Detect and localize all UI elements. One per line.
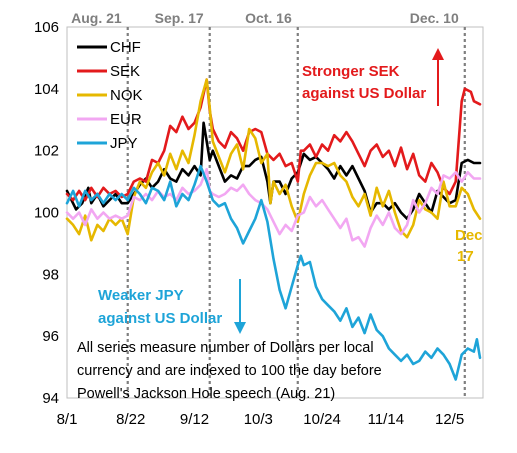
y-tick-label-106: 106 [34, 19, 59, 36]
legend-label-nok: NOK [110, 87, 143, 104]
weaker-jpy-arrowhead [234, 322, 246, 334]
y-tick-label-104: 104 [34, 81, 59, 98]
y-tick-label-102: 102 [34, 143, 59, 160]
x-tick-label-8-22: 8/22 [116, 411, 145, 428]
note-line1: All series measure number of Dollars per… [77, 340, 374, 356]
x-tick-label-11-14: 11/14 [368, 411, 404, 428]
x-tick-label-12-5: 12/5 [435, 411, 464, 428]
legend-label-jpy: JPY [110, 135, 138, 152]
y-tick-label-98: 98 [42, 266, 59, 283]
annotation-stronger-sek: Stronger SEK against US Dollar [302, 48, 444, 106]
legend-label-sek: SEK [110, 63, 140, 80]
series-line-nok [65, 78, 482, 242]
event-label-dec-10: Dec. 10 [410, 10, 459, 26]
legend-label-eur: EUR [110, 111, 142, 128]
legend: CHF SEK NOK EUR JPY [77, 39, 143, 152]
series-lines [65, 78, 482, 381]
series-line-jpy [65, 164, 482, 381]
x-tick-label-10-24: 10/24 [303, 411, 341, 428]
y-tick-label-100: 100 [34, 205, 59, 222]
annotation-stronger-sek-line1: Stronger SEK [302, 63, 400, 80]
annotation-nok-end-line2: 17 [457, 248, 474, 265]
annotation-nok-end: Dec 17 [455, 227, 483, 265]
series-line-sek [65, 78, 482, 202]
y-axis: 106 104 102 100 98 96 94 [34, 19, 59, 407]
stronger-sek-arrowhead [432, 48, 444, 60]
event-label-sep-17: Sep. 17 [155, 10, 204, 26]
x-tick-label-10-3: 10/3 [244, 411, 273, 428]
y-tick-label-96: 96 [42, 328, 59, 345]
note-line2: currency and are indexed to 100 the day … [77, 363, 382, 379]
x-tick-label-8-1: 8/1 [57, 411, 78, 428]
event-label-aug-21: Aug. 21 [71, 10, 122, 26]
x-axis: 8/1 8/22 9/12 10/3 10/24 11/14 12/5 [57, 411, 465, 428]
series-line-eur [65, 167, 482, 248]
note: All series measure number of Dollars per… [77, 340, 382, 402]
event-label-oct-16: Oct. 16 [245, 10, 292, 26]
y-tick-label-94: 94 [42, 390, 59, 407]
x-tick-label-9-12: 9/12 [180, 411, 209, 428]
annotation-stronger-sek-line2: against US Dollar [302, 85, 426, 102]
annotation-weaker-jpy-line1: Weaker JPY [98, 287, 184, 304]
annotation-nok-end-line1: Dec [455, 227, 483, 244]
annotation-weaker-jpy-line2: against US Dollar [98, 310, 222, 327]
note-line3: Powell's Jackson Hole speech (Aug. 21) [77, 386, 335, 402]
annotation-weaker-jpy: Weaker JPY against US Dollar [98, 279, 246, 334]
legend-label-chf: CHF [110, 39, 141, 56]
